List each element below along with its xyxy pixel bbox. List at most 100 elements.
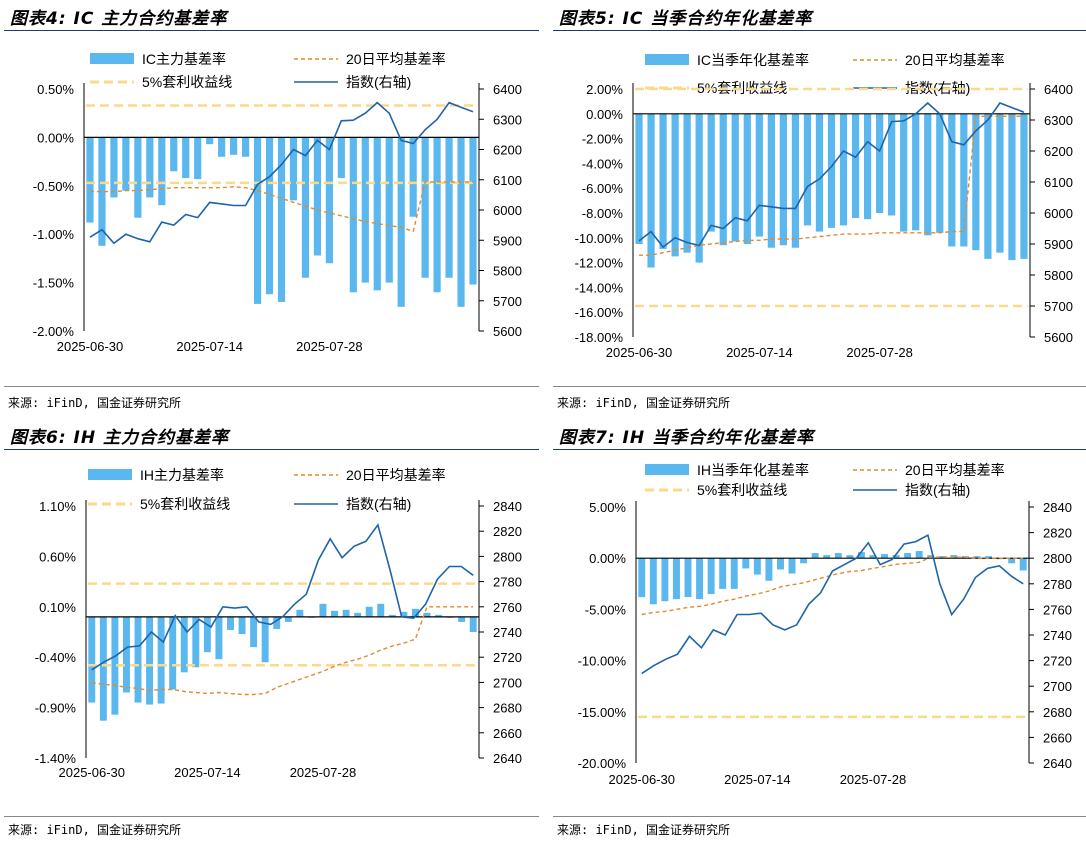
bar — [182, 137, 190, 179]
bar — [791, 113, 800, 248]
bar — [88, 616, 96, 703]
bar — [180, 616, 188, 673]
right-axis-tick-label: 6000 — [1044, 206, 1073, 221]
bar — [743, 113, 751, 244]
bar — [827, 113, 836, 228]
bar — [888, 113, 896, 216]
bar — [110, 137, 118, 198]
bar — [936, 113, 944, 233]
bar — [984, 113, 992, 259]
bar — [661, 558, 669, 602]
bar — [753, 558, 761, 575]
left-axis-tick-label: -18.00% — [575, 330, 624, 345]
right-axis-tick-label: 2820 — [1043, 526, 1072, 541]
right-axis-tick-label: 2760 — [1043, 602, 1072, 617]
bar — [342, 609, 350, 617]
x-tick-label: 2025-07-14 — [176, 339, 243, 354]
left-axis-tick-label: 5.00% — [589, 500, 626, 515]
left-axis-tick-label: -12.00% — [575, 256, 624, 271]
bar — [250, 616, 258, 648]
legend-label: 指数(右轴) — [346, 74, 411, 90]
bar — [938, 556, 946, 559]
chart-panel-ih-main: 图表6: IH 主力合约基差率 IH主力基差率 20日平均基差率 5%套利收益线 指数… — [4, 419, 539, 837]
legend-label: 20日平均基差率 — [346, 467, 446, 483]
avg-basis-line — [639, 115, 1024, 256]
right-axis-tick-label: 2740 — [493, 625, 522, 640]
bar — [421, 137, 429, 278]
bar — [638, 558, 646, 598]
left-axis-tick-label: -2.00% — [582, 132, 624, 147]
right-axis-tick-label: 2840 — [1043, 500, 1072, 515]
bar — [289, 137, 298, 201]
bar — [811, 553, 819, 559]
index-line — [641, 534, 1024, 675]
legend-swatch-bar — [645, 464, 689, 475]
bar — [948, 113, 956, 247]
legend-label: 20日平均基差率 — [346, 51, 446, 67]
right-axis-tick-label: 2640 — [493, 751, 522, 766]
bar — [863, 113, 872, 220]
bar — [777, 558, 784, 570]
left-axis-tick-label: -2.00% — [33, 324, 75, 339]
right-axis-tick-label: 6200 — [493, 143, 522, 158]
right-axis-tick-label: 2780 — [1043, 577, 1072, 592]
bar — [707, 558, 715, 595]
left-axis-tick-label: -0.50% — [33, 179, 75, 194]
x-tick-label: 2025-07-28 — [840, 772, 907, 787]
bar — [218, 137, 226, 157]
bar — [409, 137, 417, 217]
right-axis-tick-label: 2720 — [493, 650, 522, 665]
index-line — [89, 101, 474, 245]
left-axis-tick-label: 1.10% — [39, 499, 76, 514]
bar — [337, 137, 345, 179]
left-axis-tick-label: -15.00% — [578, 705, 627, 720]
x-tick-label: 2025-06-30 — [59, 765, 126, 780]
right-axis-tick-label: 2700 — [1043, 679, 1072, 694]
legend-label: 5%套利收益线 — [697, 482, 787, 498]
bar — [134, 616, 142, 703]
chart-title: 图表6: IH 主力合约基差率 — [10, 428, 230, 448]
bar — [169, 616, 177, 690]
bar — [227, 616, 234, 630]
bar — [98, 137, 106, 246]
bar — [876, 113, 884, 213]
left-axis-tick-label: -1.40% — [35, 751, 77, 766]
avg-basis-line — [91, 606, 474, 696]
bar — [146, 616, 154, 705]
title-bar — [553, 419, 1086, 450]
bar — [985, 556, 993, 559]
right-axis-tick-label: 6100 — [1044, 175, 1073, 190]
legend-label: 5%套利收益线 — [697, 80, 787, 96]
bar — [869, 555, 877, 559]
chart-panel-ic-main: 图表4: IC 主力合约基差率 IC主力基差率 20日平均基差率 5%套利收益线 指数… — [4, 0, 539, 414]
bar — [839, 113, 848, 226]
bar — [779, 113, 787, 246]
bar — [296, 609, 304, 617]
bar — [111, 616, 119, 715]
bar — [203, 616, 211, 653]
left-axis-tick-label: -1.00% — [33, 227, 75, 242]
left-axis-tick-label: 0.00% — [37, 130, 74, 145]
bar — [194, 137, 202, 180]
legend-label: 20日平均基差率 — [905, 52, 1005, 68]
bar — [192, 616, 200, 668]
chart-area: IC主力基差率 20日平均基差率 5%套利收益线 指数(右轴) 0.50% 0.00% -0… — [33, 51, 522, 354]
right-axis-tick-label: 6000 — [493, 203, 522, 218]
x-tick-label: 2025-07-28 — [290, 765, 357, 780]
bar — [445, 137, 453, 278]
x-tick-label: 2025-07-28 — [296, 339, 363, 354]
bar — [707, 113, 715, 232]
left-axis-tick-label: -1.50% — [33, 276, 75, 291]
bar — [719, 558, 727, 589]
left-axis-tick-label: -10.00% — [578, 654, 627, 669]
source-note: 来源: iFinD, 国金证券研究所 — [557, 823, 731, 837]
title-bar — [4, 419, 539, 450]
chart-title: 图表5: IC 当季合约年化基差率 — [559, 9, 813, 29]
bar — [469, 137, 477, 285]
bar — [696, 558, 704, 600]
chart-area: IC当季年化基差率20日平均基差率5%套利收益线指数(右轴)2.00%0.00%… — [575, 52, 1073, 360]
bar — [742, 558, 750, 569]
left-axis-tick-label: -4.00% — [582, 156, 624, 171]
right-axis-tick-label: 6100 — [493, 173, 522, 188]
legend-swatch-bar — [88, 469, 132, 480]
